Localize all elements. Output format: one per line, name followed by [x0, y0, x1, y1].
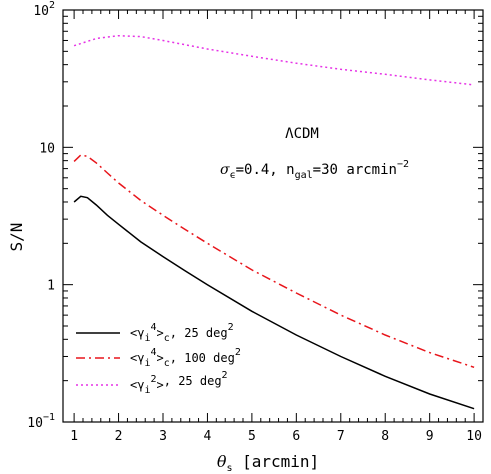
ngal-exponent: −2 [397, 159, 409, 170]
tick-label-layer: 1 2 3 4 5 6 7 8 9 10 10−1 1 10 102 [27, 0, 482, 444]
x-tick-label: 2 [115, 429, 123, 444]
x-axis-symbol: θ [217, 452, 227, 471]
x-tick-label: 8 [381, 429, 389, 444]
series-line-s3 [73, 34, 475, 86]
x-tick-label: 6 [292, 429, 300, 444]
parameters-annotation: σϵ=0.4, ngal=30 arcmin−2 [220, 159, 409, 181]
series-line-s2 [73, 154, 475, 369]
y-tick-label: 10−1 [27, 412, 55, 431]
series-line-s1 [73, 195, 475, 410]
ngal-value: =30 arcmin [313, 162, 397, 178]
x-tick-label: 3 [159, 429, 167, 444]
sigma-subscript: ϵ [230, 170, 236, 181]
legend: <γi4>c, 25 deg2 <γi4>c, 100 deg2 <γi2>, … [76, 322, 241, 396]
y-axis-title: S/N [7, 223, 26, 252]
x-tick-label: 5 [248, 429, 256, 444]
x-axis-title: θs [arcmin] [217, 452, 319, 474]
tick-layer [63, 9, 483, 423]
sigma-symbol: σ [220, 162, 230, 178]
legend-label-s2: <γi4>c, 100 deg2 [130, 347, 241, 369]
x-tick-label: 1 [70, 429, 78, 444]
ngal-subscript: gal [295, 170, 313, 181]
plot-frame [62, 9, 484, 423]
x-axis-unit: [arcmin] [242, 452, 319, 471]
legend-label-s3: <γi2>, 25 deg2 [130, 370, 228, 396]
series-layer [73, 34, 475, 410]
y-tick-label: 1 [47, 279, 55, 294]
x-tick-label: 4 [204, 429, 212, 444]
model-annotation: ΛCDM [285, 126, 319, 142]
x-tick-label: 10 [466, 429, 482, 444]
sigma-value: =0.4, n [236, 162, 295, 178]
x-axis-subscript: s [226, 463, 232, 474]
x-tick-label: 7 [337, 429, 345, 444]
x-tick-label: 9 [426, 429, 434, 444]
legend-label-s1: <γi4>c, 25 deg2 [130, 322, 234, 344]
y-tick-label: 10 [39, 141, 55, 156]
y-tick-label: 102 [33, 0, 55, 19]
